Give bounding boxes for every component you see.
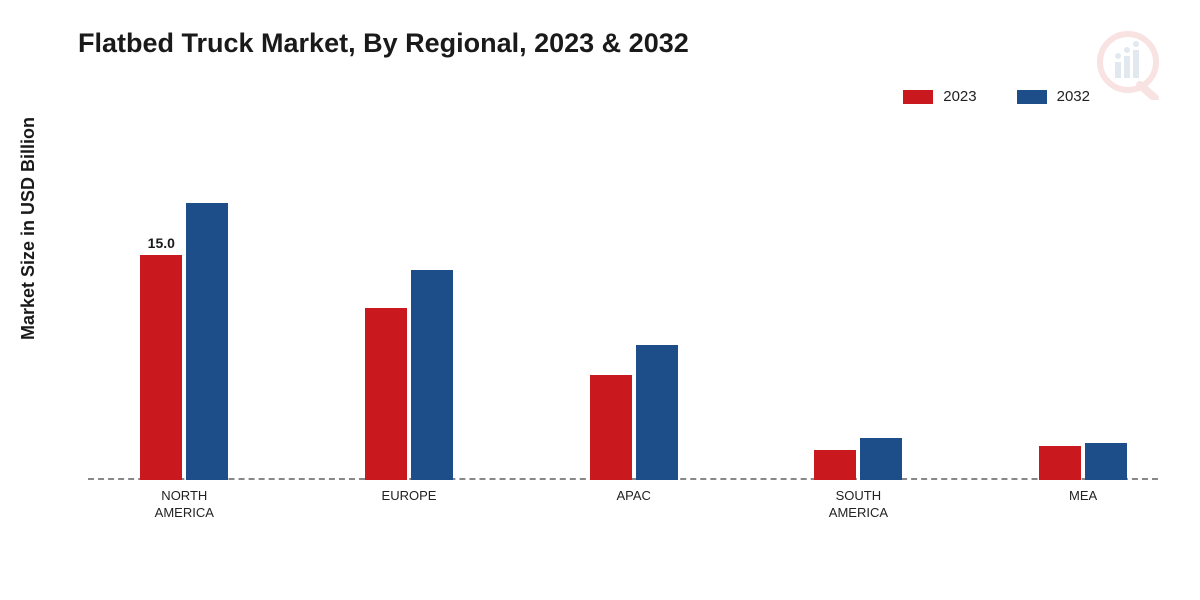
legend-label-2023: 2023 (943, 88, 976, 105)
bar-2023-mea (1039, 446, 1081, 481)
bar-group-apac (590, 345, 678, 480)
bar-2023-europe (365, 308, 407, 481)
bar-2032-europe (411, 270, 453, 480)
x-label-apac: APAC (616, 488, 650, 505)
x-label-europe: EUROPE (382, 488, 437, 505)
bar-2023-south-america (814, 450, 856, 480)
bar-2032-apac (636, 345, 678, 480)
bar-group-north-america: 15.0 (140, 203, 228, 481)
x-axis-labels: NORTH AMERICA EUROPE APAC SOUTH AMERICA … (88, 488, 1158, 528)
bar-2032-mea (1085, 443, 1127, 481)
bar-value-label: 15.0 (148, 235, 175, 251)
bar-group-mea (1039, 443, 1127, 481)
bar-group-south-america (814, 438, 902, 480)
legend-label-2032: 2032 (1057, 88, 1090, 105)
x-label-north-america: NORTH AMERICA (155, 488, 214, 522)
legend-swatch-2032 (1017, 90, 1047, 104)
watermark-logo (1080, 30, 1160, 105)
x-label-mea: MEA (1069, 488, 1097, 505)
y-axis-label: Market Size in USD Billion (18, 117, 39, 340)
bar-2032-north-america (186, 203, 228, 481)
bar-2032-south-america (860, 438, 902, 480)
plot-area: 15.0 (88, 180, 1158, 480)
legend-item-2023: 2023 (903, 88, 976, 105)
x-label-south-america: SOUTH AMERICA (829, 488, 888, 522)
bar-group-europe (365, 270, 453, 480)
bar-2023-apac (590, 375, 632, 480)
legend-swatch-2023 (903, 90, 933, 104)
legend-item-2032: 2032 (1017, 88, 1090, 105)
bar-2023-north-america: 15.0 (140, 255, 182, 480)
chart-title: Flatbed Truck Market, By Regional, 2023 … (78, 28, 689, 59)
legend: 2023 2032 (903, 88, 1090, 105)
